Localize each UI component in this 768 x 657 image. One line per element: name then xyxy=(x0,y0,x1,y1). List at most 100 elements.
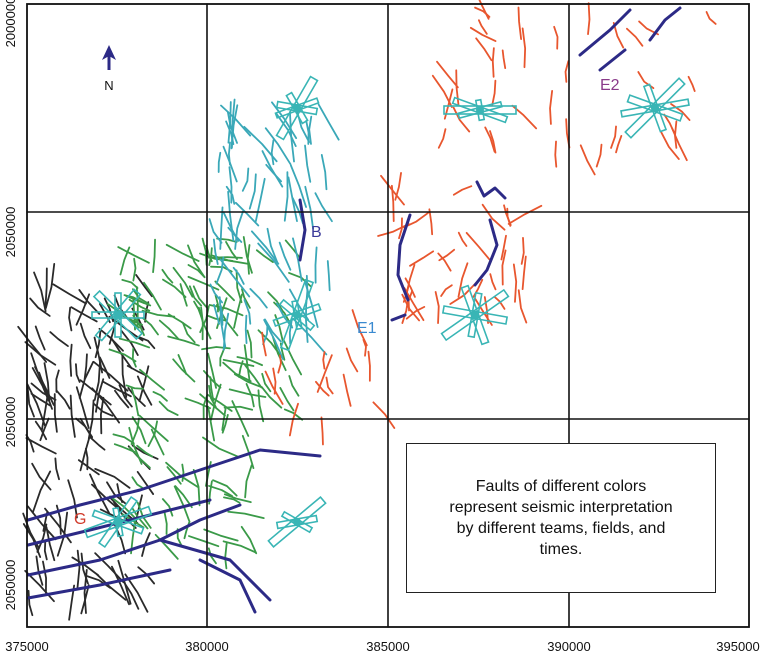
fault-black xyxy=(31,462,52,491)
map-frame xyxy=(26,3,750,628)
fault-cyan xyxy=(304,185,314,230)
fault-black xyxy=(79,434,91,472)
fault-red xyxy=(403,287,425,322)
fault-cyan xyxy=(241,167,250,192)
fault-red xyxy=(521,255,527,291)
fault-green xyxy=(227,510,265,520)
fault-red xyxy=(390,184,395,223)
y-tick-label: 2050000 xyxy=(3,397,18,448)
fault-red xyxy=(452,185,473,196)
fault-cyan xyxy=(222,211,240,242)
rose-diagram xyxy=(440,284,510,346)
fault-red xyxy=(325,376,334,395)
fault-green xyxy=(246,329,253,359)
y-tick-label: 2000000 xyxy=(3,0,18,47)
fault-red xyxy=(437,252,452,272)
fault-cyan xyxy=(227,190,235,242)
fault-black xyxy=(136,375,153,406)
fault-green xyxy=(244,364,263,389)
fault-green xyxy=(223,496,241,504)
rose-diagram xyxy=(274,75,320,141)
fault-red xyxy=(489,273,497,291)
fault-red xyxy=(428,208,434,236)
fault-black xyxy=(138,336,156,350)
fault-green xyxy=(288,375,300,397)
fault-black xyxy=(83,353,88,380)
fault-green xyxy=(257,389,265,423)
fault-green xyxy=(172,358,196,383)
fault-black xyxy=(80,552,89,585)
fault-red xyxy=(553,25,559,50)
fault-red xyxy=(409,250,435,267)
fault-cyan xyxy=(208,218,223,244)
fault-navy xyxy=(390,313,407,322)
fault-green xyxy=(214,280,235,302)
fault-green xyxy=(222,540,257,554)
fault-green xyxy=(207,547,217,565)
fault-cyan xyxy=(220,104,252,137)
fault-red xyxy=(610,125,617,149)
fault-green xyxy=(121,278,139,289)
fault-green xyxy=(223,493,252,504)
fault-cyan xyxy=(261,150,284,188)
fault-green xyxy=(209,383,222,422)
fault-black xyxy=(31,470,52,514)
fault-navy xyxy=(598,48,627,72)
fault-red xyxy=(501,249,507,286)
fault-cyan xyxy=(265,163,283,183)
fault-black xyxy=(75,363,81,383)
fault-green xyxy=(245,383,255,408)
fault-green xyxy=(240,525,258,555)
fault-green xyxy=(214,294,219,313)
fault-green xyxy=(128,426,143,465)
fault-green xyxy=(108,348,137,363)
fault-black xyxy=(45,526,56,562)
fault-red xyxy=(394,172,402,201)
fault-red xyxy=(404,277,416,298)
fault-green xyxy=(283,408,304,421)
fault-cyan xyxy=(212,238,219,265)
fault-cyan xyxy=(243,298,252,325)
fault-red xyxy=(520,236,525,265)
fault-navy xyxy=(648,6,682,42)
north-label: N xyxy=(104,78,113,93)
fault-black xyxy=(93,361,101,401)
fault-green xyxy=(130,387,140,417)
fault-green xyxy=(219,347,226,367)
fault-green xyxy=(223,405,254,411)
fault-cyan xyxy=(264,127,292,166)
fault-green xyxy=(236,356,263,367)
fault-cyan xyxy=(234,210,244,250)
fault-green xyxy=(141,309,176,318)
fault-green xyxy=(222,358,255,367)
fault-green xyxy=(199,393,226,417)
fault-green xyxy=(158,400,179,416)
fault-black xyxy=(34,420,48,441)
fault-red xyxy=(320,416,324,446)
fault-black xyxy=(55,389,71,410)
fault-cyan xyxy=(249,288,268,309)
fault-green xyxy=(130,417,140,445)
fault-red xyxy=(405,305,426,320)
fault-red xyxy=(595,143,603,168)
fault-red xyxy=(501,49,507,70)
x-tick-label: 385000 xyxy=(366,639,409,654)
fault-navy xyxy=(26,448,322,522)
fault-cyan xyxy=(254,177,266,223)
fault-green xyxy=(119,246,131,276)
y-tick-label: 2050000 xyxy=(3,560,18,611)
fault-green xyxy=(147,420,159,448)
coordinate-grid xyxy=(26,3,750,628)
fault-green xyxy=(179,283,188,307)
fault-green xyxy=(142,317,159,336)
fault-red xyxy=(489,130,497,154)
fault-cyan xyxy=(213,303,221,325)
fault-green xyxy=(117,246,150,264)
fault-green xyxy=(255,249,274,263)
fault-green xyxy=(202,436,239,458)
fault-green xyxy=(283,339,303,376)
fault-green xyxy=(260,386,283,409)
fault-black xyxy=(39,417,50,442)
fault-green xyxy=(235,269,243,304)
fault-red xyxy=(481,203,506,231)
